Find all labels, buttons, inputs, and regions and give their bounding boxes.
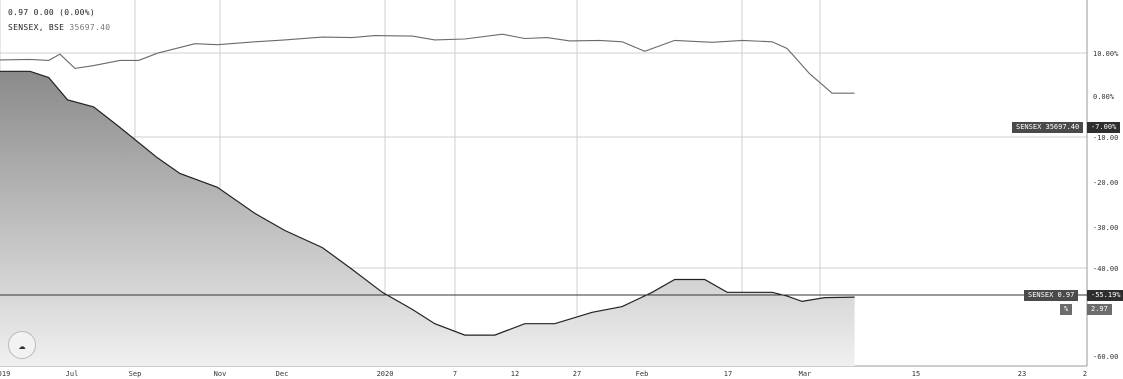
price-tag-lower-left: SENSEX 0.97 <box>1024 290 1079 301</box>
x-tick-label: 2020 <box>377 370 394 378</box>
performance-line <box>0 33 855 94</box>
price-tag-percent-value: 2.97 <box>1087 304 1112 315</box>
y-tick-label: -40.00 <box>1093 265 1118 273</box>
legend-line-2: SENSEX, BSE 35697.40 <box>8 23 110 32</box>
legend-symbol-value: 35697.40 <box>69 23 111 32</box>
y-tick-label: 0.00% <box>1093 93 1115 101</box>
drawdown-area <box>0 71 855 367</box>
legend-symbol[interactable]: SENSEX, BSE <box>8 23 65 32</box>
x-tick-label: Feb <box>636 370 649 378</box>
price-tag-upper-left: SENSEX 35697.40 <box>1012 122 1084 133</box>
x-tick-label: Jul <box>66 370 79 378</box>
price-axis-labels: 10.00% 0.00% -10.00 -20.00 -30.00 -40.00 -60.0… <box>1093 50 1119 361</box>
y-tick-label: -30.00 <box>1093 224 1118 232</box>
y-tick-label: 10.00% <box>1093 50 1119 58</box>
x-tick-label: 23 <box>1018 370 1026 378</box>
x-tick-label: Nov <box>214 370 227 378</box>
tradingview-cloud-icon[interactable]: ☁ <box>8 331 36 359</box>
x-tick-label: 7 <box>453 370 457 378</box>
x-tick-label: 15 <box>912 370 920 378</box>
x-tick-label: 019 <box>0 370 10 378</box>
y-tick-label: -20.00 <box>1093 179 1118 187</box>
price-tag-percent: % <box>1060 304 1073 315</box>
y-tick-label: -10.00 <box>1093 134 1118 142</box>
legend-values: 0.97 0.00 (0.00%) <box>8 8 95 17</box>
x-tick-label: 17 <box>724 370 732 378</box>
time-axis-labels: 019 Jul Sep Nov Dec 2020 7 12 27 Feb 17 Mar 15 23 2 <box>0 370 1087 378</box>
price-tag-lower-right: -55.19% <box>1087 290 1123 301</box>
legend-line-1: 0.97 0.00 (0.00%) <box>8 8 95 17</box>
drawdown-line <box>0 70 855 336</box>
x-tick-label: 2 <box>1083 370 1087 378</box>
x-tick-label: Mar <box>799 370 812 378</box>
x-tick-label: Dec <box>276 370 289 378</box>
x-tick-label: Sep <box>129 370 142 378</box>
y-tick-label: -60.00 <box>1093 353 1118 361</box>
x-tick-label: 27 <box>573 370 581 378</box>
price-tag-upper-right: -7.00% <box>1087 122 1121 133</box>
x-tick-label: 12 <box>511 370 519 378</box>
